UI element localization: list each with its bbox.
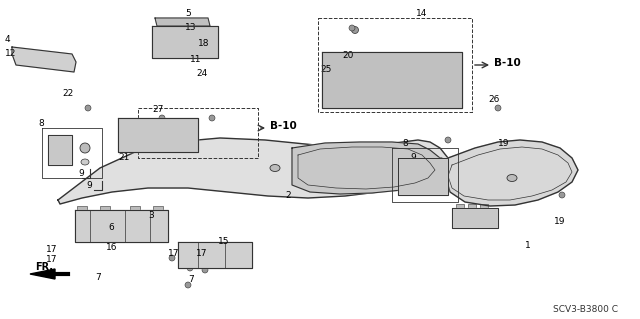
- Ellipse shape: [445, 137, 451, 143]
- Ellipse shape: [349, 25, 355, 31]
- Text: 17: 17: [46, 246, 58, 255]
- Ellipse shape: [85, 105, 91, 111]
- Bar: [480, 204, 488, 209]
- Text: 23: 23: [415, 176, 426, 186]
- Text: 13: 13: [185, 24, 196, 33]
- Polygon shape: [12, 47, 76, 72]
- Ellipse shape: [169, 255, 175, 261]
- Polygon shape: [58, 138, 448, 204]
- Bar: [100, 206, 110, 211]
- Text: 17: 17: [46, 256, 58, 264]
- Ellipse shape: [149, 141, 161, 149]
- Text: 1: 1: [525, 241, 531, 250]
- Ellipse shape: [187, 265, 193, 271]
- Polygon shape: [152, 26, 218, 58]
- Text: 27: 27: [152, 106, 163, 115]
- Text: 9: 9: [86, 182, 92, 190]
- Ellipse shape: [435, 174, 445, 182]
- Ellipse shape: [180, 28, 190, 36]
- Polygon shape: [445, 140, 578, 206]
- Polygon shape: [75, 210, 168, 242]
- Text: 23: 23: [62, 153, 74, 162]
- Polygon shape: [118, 118, 198, 152]
- Ellipse shape: [159, 27, 164, 33]
- Text: 23: 23: [415, 166, 426, 174]
- Text: 12: 12: [5, 48, 17, 57]
- Polygon shape: [322, 52, 462, 108]
- Text: 25: 25: [320, 65, 332, 75]
- Text: 6: 6: [108, 224, 114, 233]
- Text: 22: 22: [62, 90, 73, 99]
- Ellipse shape: [209, 115, 215, 121]
- Ellipse shape: [185, 282, 191, 288]
- Text: 26: 26: [488, 95, 499, 105]
- Text: 14: 14: [416, 9, 428, 18]
- Ellipse shape: [174, 40, 196, 50]
- Ellipse shape: [205, 27, 211, 33]
- Text: 20: 20: [342, 51, 353, 61]
- Ellipse shape: [351, 26, 358, 33]
- Text: 9: 9: [410, 152, 416, 161]
- Polygon shape: [178, 242, 252, 268]
- Text: 9: 9: [78, 169, 84, 179]
- Ellipse shape: [270, 165, 280, 172]
- Text: B-10: B-10: [494, 58, 521, 68]
- Ellipse shape: [495, 105, 501, 111]
- Ellipse shape: [81, 159, 89, 165]
- Ellipse shape: [159, 115, 165, 121]
- Bar: [456, 204, 464, 209]
- Text: 8: 8: [38, 120, 44, 129]
- Polygon shape: [452, 208, 498, 228]
- Text: 11: 11: [190, 56, 202, 64]
- Ellipse shape: [140, 123, 170, 141]
- Polygon shape: [48, 135, 72, 165]
- Ellipse shape: [202, 267, 208, 273]
- Ellipse shape: [89, 225, 95, 231]
- Text: 19: 19: [554, 218, 566, 226]
- Polygon shape: [398, 158, 448, 195]
- Ellipse shape: [507, 174, 517, 182]
- Bar: [153, 206, 163, 211]
- Text: 17: 17: [168, 249, 179, 257]
- Text: 23: 23: [62, 137, 74, 146]
- Bar: [468, 204, 476, 209]
- Text: 5: 5: [185, 10, 191, 19]
- Polygon shape: [30, 269, 55, 279]
- Text: 19: 19: [498, 138, 509, 147]
- Ellipse shape: [376, 67, 408, 89]
- Bar: [130, 206, 140, 211]
- Text: B-10: B-10: [270, 121, 297, 131]
- Ellipse shape: [559, 192, 565, 198]
- Text: 7: 7: [188, 276, 194, 285]
- Polygon shape: [292, 142, 445, 194]
- Text: 2: 2: [285, 191, 291, 201]
- Text: 15: 15: [218, 238, 230, 247]
- Text: 4: 4: [5, 35, 11, 44]
- Text: 3: 3: [148, 211, 154, 219]
- Text: 21: 21: [118, 153, 129, 162]
- Text: FR.: FR.: [35, 262, 53, 272]
- Text: 24: 24: [196, 69, 207, 78]
- Text: SCV3-B3800 C: SCV3-B3800 C: [553, 306, 618, 315]
- Ellipse shape: [435, 158, 445, 167]
- Text: 9: 9: [408, 188, 413, 197]
- Text: 18: 18: [198, 39, 209, 48]
- Polygon shape: [155, 18, 210, 26]
- Text: 8: 8: [402, 138, 408, 147]
- Ellipse shape: [80, 143, 90, 153]
- Text: 7: 7: [95, 273, 100, 283]
- Text: 16: 16: [106, 243, 118, 253]
- Ellipse shape: [165, 35, 171, 41]
- Bar: [77, 206, 87, 211]
- Text: 17: 17: [196, 249, 207, 257]
